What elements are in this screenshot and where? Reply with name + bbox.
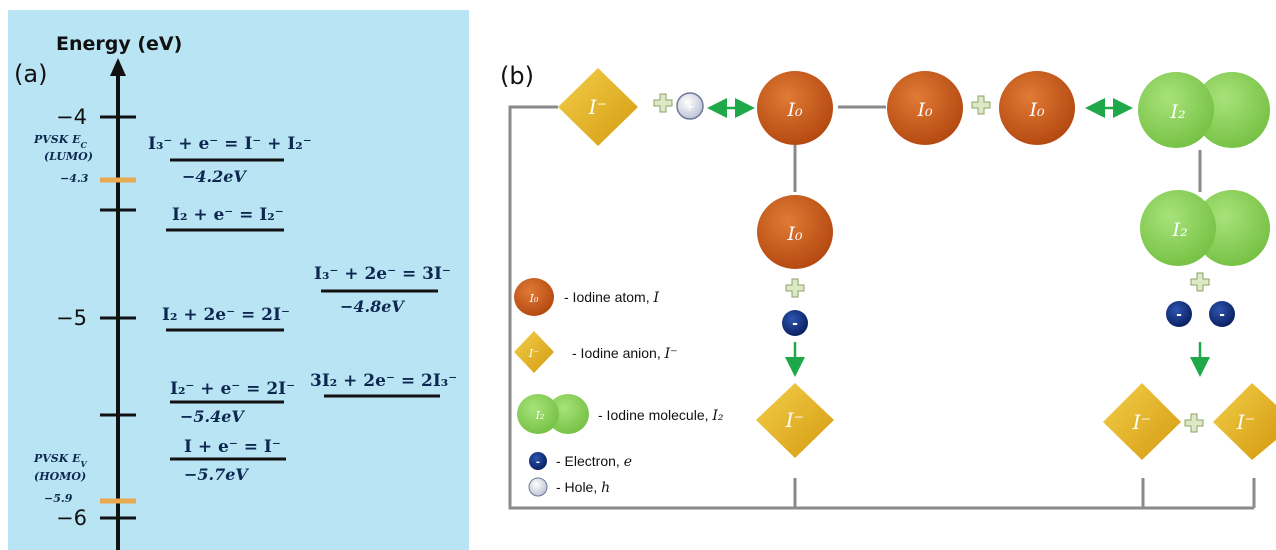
plus-sign xyxy=(971,95,991,115)
reaction-equation: I₃⁻ + e⁻ = I⁻ + I₂⁻ xyxy=(148,134,312,154)
reaction-equation: I₂ + 2e⁻ = 2I⁻ xyxy=(162,305,290,325)
svg-text:- Iodine anion, I⁻: - Iodine anion, I⁻ xyxy=(572,345,678,362)
svg-text:- Iodine atom, I: - Iodine atom, I xyxy=(564,289,660,306)
reaction-energy: −4.8eV xyxy=(340,297,405,316)
plus-sign xyxy=(1190,272,1210,292)
legend-item-iodine-atom: I₀ - Iodine atom, I xyxy=(514,278,660,316)
svg-text:+: + xyxy=(685,100,696,115)
svg-text:-: - xyxy=(536,457,540,468)
svg-text:- Iodine molecule, I₂: - Iodine molecule, I₂ xyxy=(598,407,724,424)
legend-item-hole: - Hole, h xyxy=(528,477,610,497)
svg-text:I₀: I₀ xyxy=(786,223,803,245)
svg-text:- Electron, e: - Electron, e xyxy=(556,453,632,470)
svg-text:- Hole, h: - Hole, h xyxy=(556,479,610,496)
plus-sign xyxy=(653,93,673,113)
iodine-anion: I⁻ xyxy=(1213,383,1276,460)
electron: - xyxy=(782,310,808,336)
svg-text:I⁻: I⁻ xyxy=(1236,410,1255,434)
reaction-equation: 3I₂ + 2e⁻ = 2I₃⁻ xyxy=(310,371,457,391)
svg-text:I₀: I₀ xyxy=(916,99,933,121)
legend-item-iodine-anion: I⁻ - Iodine anion, I⁻ xyxy=(514,331,678,373)
iodine-anion: I⁻ xyxy=(558,68,638,146)
legend-item-electron: - - Electron, e xyxy=(529,452,632,470)
pvsk-lumo-label: (LUMO) xyxy=(44,150,93,163)
plus-sign xyxy=(1184,413,1204,433)
tick-label: −5 xyxy=(56,306,87,330)
reaction-equation: I + e⁻ = I⁻ xyxy=(184,437,281,457)
hole: + xyxy=(676,92,704,120)
iodine-redox-cycle-diagram: (b) I⁻ + I₀ I₀ I₀ I₂ xyxy=(500,62,1276,510)
connector-lines xyxy=(508,105,1256,510)
reaction-equation: I₂⁻ + e⁻ = 2I⁻ xyxy=(170,379,295,399)
reaction-energy: −4.2eV xyxy=(182,167,247,186)
svg-text:I₀: I₀ xyxy=(529,292,539,305)
reaction-equation: I₃⁻ + 2e⁻ = 3I⁻ xyxy=(314,264,451,284)
iodine-atom: I₀ xyxy=(999,71,1075,145)
svg-text:-: - xyxy=(1219,307,1225,323)
svg-text:I₀: I₀ xyxy=(1028,99,1045,121)
iodine-molecule: I₂ xyxy=(1140,190,1270,266)
svg-text:I⁻: I⁻ xyxy=(1132,410,1151,434)
axis-title: Energy (eV) xyxy=(56,33,182,55)
iodine-atom: I₀ xyxy=(757,71,833,145)
pvsk-homo-label: (HOMO) xyxy=(34,470,86,483)
tick-label: −6 xyxy=(56,506,87,530)
svg-text:I⁻: I⁻ xyxy=(785,408,804,432)
electron: - xyxy=(1166,301,1192,327)
svg-text:I₂: I₂ xyxy=(1171,219,1187,241)
svg-text:I₂: I₂ xyxy=(1169,101,1185,123)
iodine-molecule: I₂ xyxy=(1138,72,1270,148)
reaction-energy: −5.7eV xyxy=(184,465,249,484)
panel-b-label: (b) xyxy=(500,62,534,90)
iodine-atom: I₀ xyxy=(887,71,963,145)
energy-level-diagram: (a) Energy (eV) −4 −5 −6 PVSK EC (LUMO) … xyxy=(8,10,469,550)
iodine-anion: I⁻ xyxy=(1103,383,1181,460)
iodine-anion: I⁻ xyxy=(756,383,834,458)
plus-sign xyxy=(785,278,805,298)
svg-text:I⁻: I⁻ xyxy=(528,347,539,360)
electron: - xyxy=(1209,301,1235,327)
reaction-equation: I₂ + e⁻ = I₂⁻ xyxy=(172,205,284,225)
reaction-energy: −5.4eV xyxy=(180,407,245,426)
legend: I₀ - Iodine atom, I I⁻ - Iodine anion, I… xyxy=(514,278,724,497)
axis-arrow-head xyxy=(110,58,126,76)
pvsk-ec-value: −4.3 xyxy=(60,172,89,185)
pvsk-ec-label: PVSK EC xyxy=(33,133,88,150)
svg-text:I₂: I₂ xyxy=(535,409,545,422)
svg-text:I⁻: I⁻ xyxy=(588,95,607,119)
pvsk-ev-value: −5.9 xyxy=(44,492,73,505)
svg-text:I₀: I₀ xyxy=(786,99,803,121)
svg-text:-: - xyxy=(1176,307,1182,323)
iodine-atom: I₀ xyxy=(757,195,833,269)
panel-a-label: (a) xyxy=(14,60,47,88)
legend-item-iodine-molecule: I₂ - Iodine molecule, I₂ xyxy=(517,394,724,434)
tick-label: −4 xyxy=(56,105,87,129)
pvsk-ev-label: PVSK EV xyxy=(33,452,88,469)
svg-text:-: - xyxy=(792,316,798,332)
